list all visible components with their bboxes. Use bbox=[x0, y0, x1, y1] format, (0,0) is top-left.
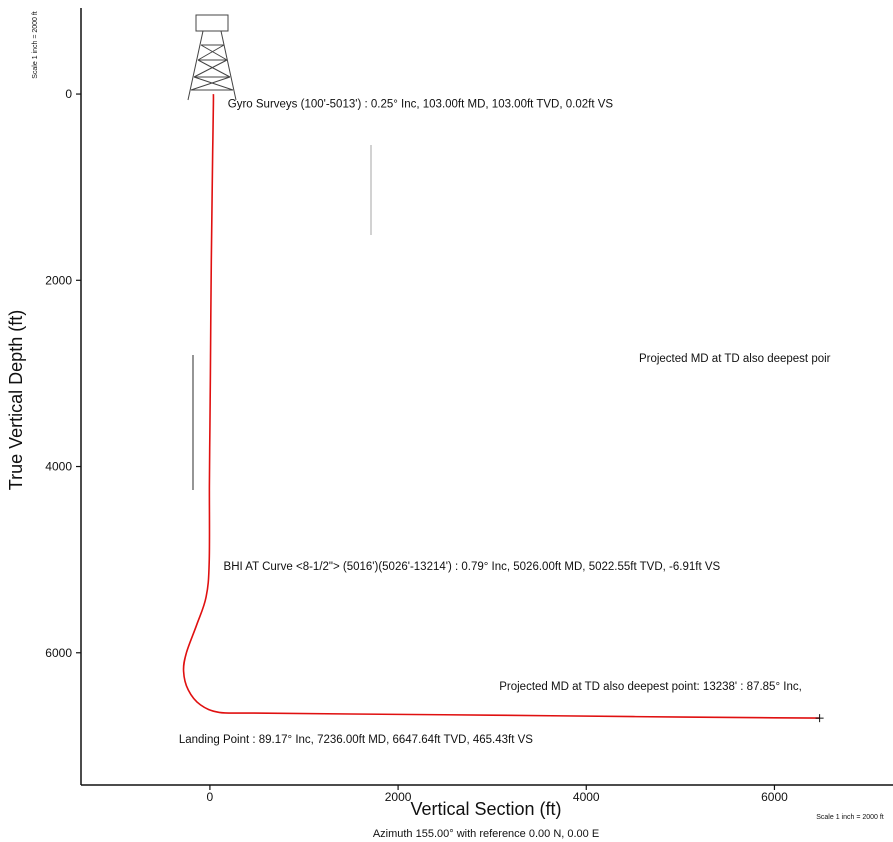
x-tick-label: 0 bbox=[207, 790, 214, 804]
y-tick-label: 0 bbox=[65, 87, 72, 101]
drilling-rig-icon bbox=[187, 14, 237, 101]
y-axis-title: True Vertical Depth (ft) bbox=[6, 310, 26, 490]
scale-label-x: Scale 1 inch = 2000 ft bbox=[816, 814, 884, 821]
x-axis-title: Vertical Section (ft) bbox=[410, 799, 561, 819]
y-tick-label: 6000 bbox=[45, 646, 72, 660]
chart-subtitle: Azimuth 155.00° with reference 0.00 N, 0… bbox=[373, 828, 599, 840]
annotation-label: Projected MD at TD also deepest point: 1… bbox=[499, 681, 802, 693]
x-tick-label: 4000 bbox=[573, 790, 600, 804]
annotation-label: Landing Point : 89.17° Inc, 7236.00ft MD… bbox=[179, 734, 533, 746]
annotation-label: Projected MD at TD also deepest poir bbox=[639, 353, 831, 365]
y-tick-label: 2000 bbox=[45, 273, 72, 287]
annotation-label: BHI AT Curve <8-1/2"> (5016')(5026'-1321… bbox=[224, 561, 721, 573]
td-end-marker bbox=[815, 714, 824, 723]
well-trajectory-line bbox=[182, 94, 820, 719]
x-tick-label: 2000 bbox=[385, 790, 412, 804]
x-tick-label: 6000 bbox=[761, 790, 788, 804]
annotation-label: Gyro Surveys (100'-5013') : 0.25° Inc, 1… bbox=[228, 99, 614, 111]
scale-label-y: Scale 1 inch = 2000 ft bbox=[32, 11, 39, 79]
y-tick-label: 4000 bbox=[45, 460, 72, 474]
